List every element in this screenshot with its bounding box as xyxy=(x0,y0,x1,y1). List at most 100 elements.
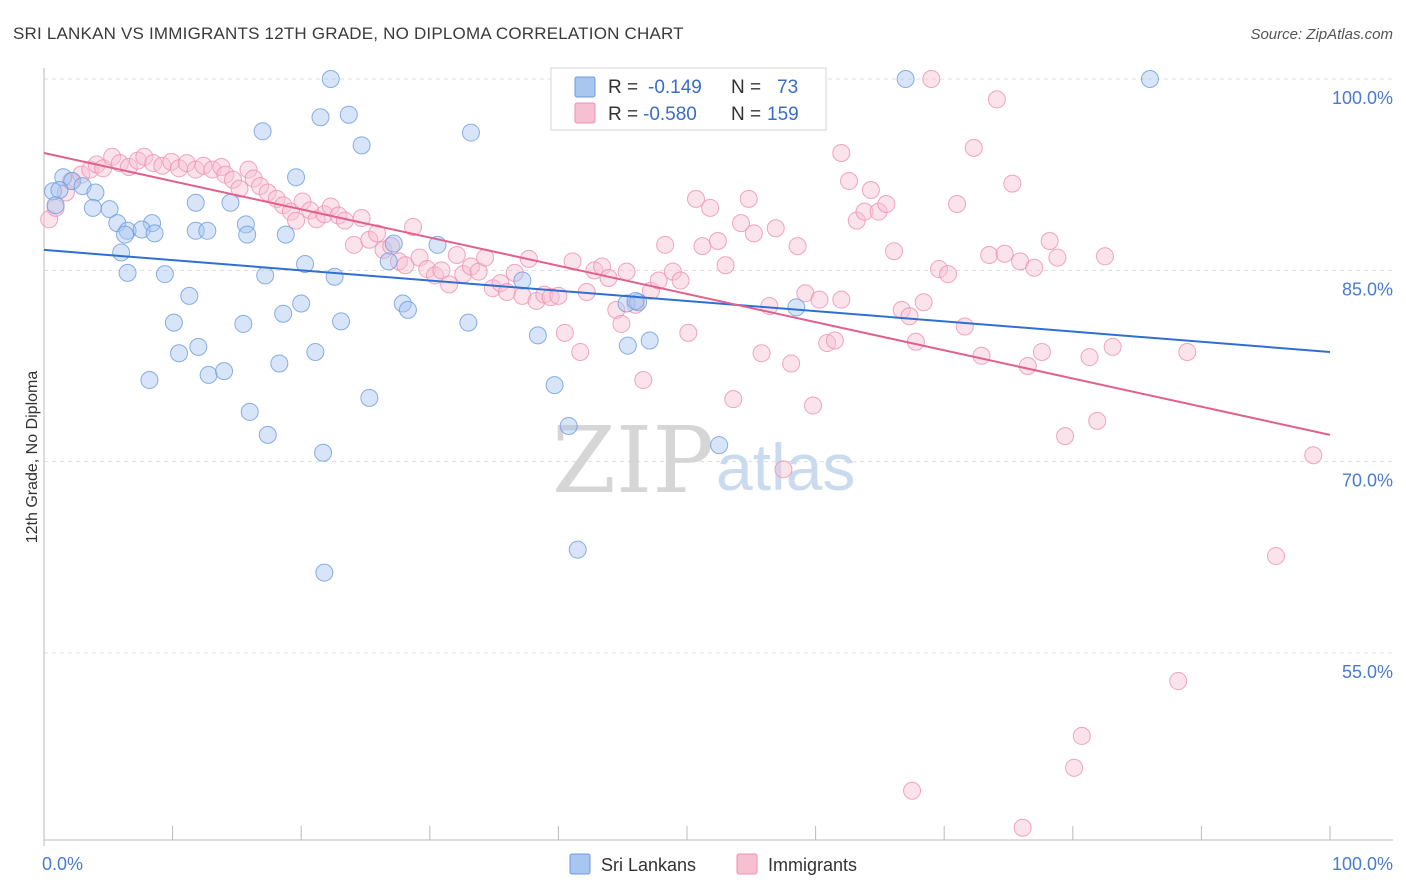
data-point xyxy=(164,313,183,332)
legend-n-value-1: 73 xyxy=(777,77,798,98)
data-point xyxy=(339,105,358,124)
data-point xyxy=(571,342,590,361)
data-point xyxy=(914,293,933,312)
data-point xyxy=(199,365,218,384)
legend-swatch-sri-lankans xyxy=(574,76,596,98)
data-point xyxy=(687,189,706,208)
data-point xyxy=(311,108,330,127)
data-point xyxy=(948,195,967,214)
axes xyxy=(43,68,1393,846)
correlation-legend: R = -0.149 N = 73 R = -0.580 N = 159 xyxy=(550,67,827,131)
data-point xyxy=(344,235,363,254)
data-point xyxy=(930,260,949,279)
data-point xyxy=(832,290,851,309)
y-tick-labels: 100.0% 85.0% 70.0% 55.0% xyxy=(1332,88,1393,682)
data-point xyxy=(46,196,65,215)
data-point xyxy=(221,193,240,212)
data-point xyxy=(1072,726,1091,745)
data-point xyxy=(325,267,344,286)
data-point xyxy=(274,304,293,323)
data-point xyxy=(788,237,807,256)
data-point xyxy=(461,123,480,142)
data-point xyxy=(693,237,712,256)
data-point xyxy=(782,354,801,373)
data-point xyxy=(840,172,859,191)
data-point xyxy=(987,90,1006,109)
chart-title: SRI LANKAN VS IMMIGRANTS 12TH GRADE, NO … xyxy=(13,24,684,43)
data-point xyxy=(995,244,1014,263)
data-point xyxy=(640,331,659,350)
data-point xyxy=(626,291,645,310)
data-point xyxy=(513,271,532,290)
data-point xyxy=(739,189,758,208)
data-point xyxy=(1095,247,1114,266)
data-point xyxy=(679,323,698,342)
data-point xyxy=(804,396,823,415)
legend-r-value-1: -0.149 xyxy=(648,77,702,98)
data-point xyxy=(649,271,668,290)
data-point xyxy=(900,307,919,326)
legend-box xyxy=(550,67,827,131)
data-point xyxy=(332,312,351,331)
data-point xyxy=(716,256,735,275)
data-point xyxy=(155,265,174,284)
data-point xyxy=(440,275,459,294)
data-point xyxy=(980,246,999,265)
data-point xyxy=(671,271,690,290)
data-point xyxy=(189,337,208,356)
data-point xyxy=(906,332,925,351)
data-point xyxy=(276,225,295,244)
data-point xyxy=(787,298,806,317)
legend-n-label-2: N = xyxy=(731,104,761,125)
trend-lines xyxy=(43,152,1331,436)
series-sri-lankans xyxy=(44,70,1159,582)
data-point xyxy=(396,256,415,275)
data-point xyxy=(83,198,102,217)
data-point xyxy=(135,147,154,166)
data-point xyxy=(194,156,213,175)
data-point xyxy=(1140,70,1159,88)
data-point xyxy=(964,138,983,157)
y-tick-label: 85.0% xyxy=(1342,279,1393,299)
data-point xyxy=(404,217,423,236)
data-point xyxy=(360,230,379,249)
data-point xyxy=(145,224,164,243)
legend-n-label-1: N = xyxy=(731,77,761,98)
y-tick-label: 55.0% xyxy=(1342,662,1393,682)
data-point xyxy=(545,376,564,395)
data-point xyxy=(527,291,546,310)
data-point xyxy=(617,262,636,281)
data-point xyxy=(1003,174,1022,193)
data-point xyxy=(555,323,574,342)
data-point xyxy=(724,390,743,409)
data-point xyxy=(215,362,234,381)
data-point xyxy=(618,336,637,355)
data-point xyxy=(112,243,131,262)
data-point xyxy=(885,242,904,261)
data-point xyxy=(568,540,587,559)
chart-source: Source: ZipAtlas.com xyxy=(1250,26,1393,43)
trend-line-immigrants xyxy=(43,152,1331,436)
data-point xyxy=(744,224,763,243)
data-point xyxy=(877,195,896,214)
data-point xyxy=(238,225,257,244)
data-point xyxy=(44,182,63,201)
data-point xyxy=(287,168,306,187)
data-point xyxy=(352,136,371,155)
y-tick-label: 70.0% xyxy=(1342,471,1393,491)
data-point xyxy=(244,169,263,188)
data-point xyxy=(1088,411,1107,430)
data-point xyxy=(180,286,199,305)
data-point xyxy=(1056,427,1075,446)
legend-r-value-2: -0.580 xyxy=(643,104,697,125)
x-tick-label-max: 100.0% xyxy=(1332,854,1393,874)
data-point xyxy=(240,402,259,421)
data-point xyxy=(110,154,129,173)
data-point xyxy=(170,344,189,363)
data-point xyxy=(270,354,289,373)
data-point xyxy=(774,460,793,479)
data-point xyxy=(287,211,306,230)
data-point xyxy=(118,263,137,282)
data-point xyxy=(382,237,401,256)
